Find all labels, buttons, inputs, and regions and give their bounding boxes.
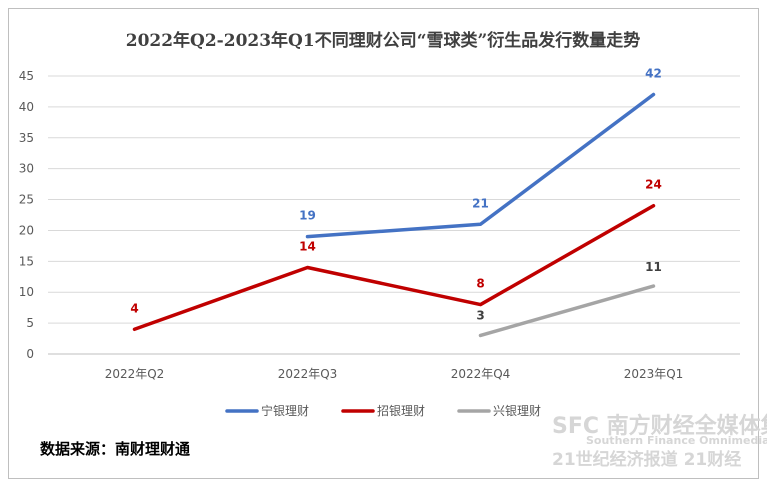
watermark-line-3: 21世纪经济报道 21财经 (552, 449, 741, 470)
series-line (132, 203, 656, 332)
y-tick-label: 10 (19, 285, 34, 299)
watermark-line-1: SFC 南方财经全媒体集团 (552, 413, 767, 439)
source-note: 数据来源：南财理财通 (40, 440, 190, 458)
data-label: 3 (476, 308, 484, 322)
watermark-logo: SFC 南方财经全媒体集团 Southern Finance Omnimedia… (552, 413, 767, 470)
y-tick-label: 25 (19, 193, 34, 207)
y-tick-label: 30 (19, 162, 34, 176)
y-tick-label: 35 (19, 131, 34, 145)
watermark-line-2: Southern Finance Omnimedia Corp. (586, 434, 767, 447)
data-label: 14 (299, 240, 316, 254)
x-tick-label: 2023年Q1 (624, 367, 684, 381)
chart-frame (8, 8, 759, 479)
series-lines (132, 92, 656, 338)
data-label: 11 (645, 260, 662, 274)
gridlines (48, 75, 740, 355)
y-axis-ticks: 0 5 10 15 20 25 30 35 40 45 (19, 69, 34, 361)
series-line (305, 92, 656, 239)
y-tick-label: 15 (19, 254, 34, 268)
y-tick-label: 20 (19, 223, 34, 237)
legend-label: 招银理财 (377, 404, 425, 418)
data-label: 42 (645, 67, 662, 81)
data-label: 8 (476, 277, 484, 291)
chart-title: 2022年Q2-2023年Q1不同理财公司“雪球类”衍生品发行数量走势 (126, 30, 641, 51)
data-label: 24 (645, 178, 662, 192)
data-label: 21 (472, 196, 489, 210)
y-tick-label: 5 (26, 316, 34, 330)
data-labels: 19 21 42 4 14 8 24 3 11 (130, 67, 662, 323)
x-tick-label: 2022年Q4 (451, 367, 511, 381)
data-label: 4 (130, 301, 138, 315)
x-tick-label: 2022年Q3 (278, 367, 338, 381)
x-axis-ticks: 2022年Q2 2022年Q3 2022年Q4 2023年Q1 (105, 367, 684, 381)
data-label: 19 (299, 209, 316, 223)
x-tick-label: 2022年Q2 (105, 367, 165, 381)
legend: 宁银理财 招银理财 兴银理财 (225, 403, 541, 418)
y-tick-label: 40 (19, 100, 34, 114)
legend-label: 兴银理财 (493, 404, 541, 418)
legend-label: 宁银理财 (261, 403, 309, 418)
y-tick-label: 0 (26, 347, 34, 361)
series-line (478, 284, 656, 338)
y-tick-label: 45 (19, 69, 34, 83)
